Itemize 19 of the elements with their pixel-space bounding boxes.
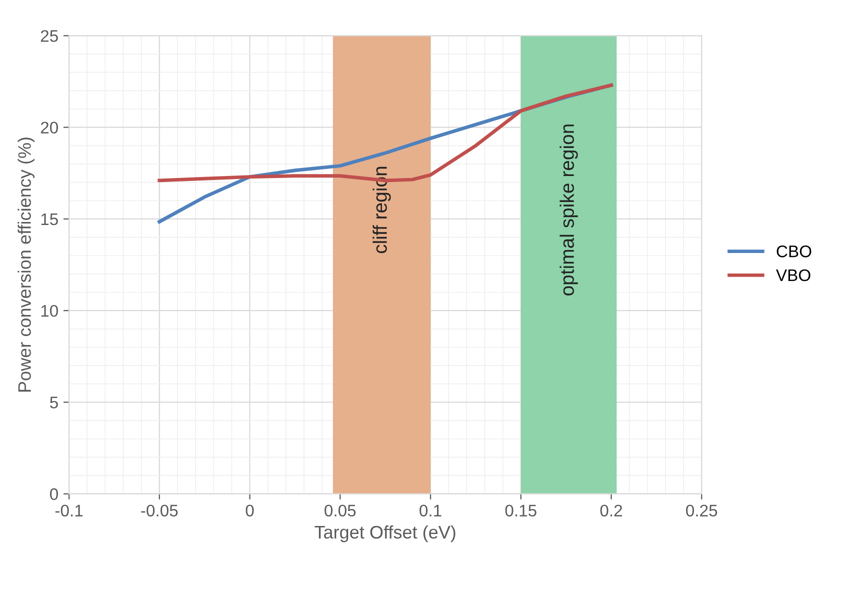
y-tick-label: 15	[41, 214, 58, 226]
x-tick-label: 0.25	[686, 504, 718, 517]
x-axis-title: Target Offset (eV)	[314, 525, 456, 542]
x-tick-label: -0.05	[141, 504, 178, 517]
y-tick-label: 20	[40, 122, 58, 134]
legend-label: VBO	[776, 269, 810, 282]
y-axis-title: Power conversion efficiency (%)	[18, 138, 35, 392]
x-tick-label: 0	[246, 504, 254, 517]
y-tick-label: 0	[50, 488, 58, 500]
y-tick-label: 5	[50, 396, 58, 408]
x-tick-label: 0.05	[324, 504, 356, 517]
x-tick-label: 0.15	[505, 504, 536, 517]
x-tick-label: -0.1	[55, 504, 83, 517]
y-tick-label: 25	[40, 30, 58, 42]
x-tick-label: 0.1	[420, 504, 442, 517]
y-tick-label: 10	[41, 304, 58, 317]
legend-label: CBO	[776, 246, 812, 258]
x-tick-label: 0.2	[600, 504, 622, 517]
band-label: optimal spike region	[560, 124, 578, 296]
